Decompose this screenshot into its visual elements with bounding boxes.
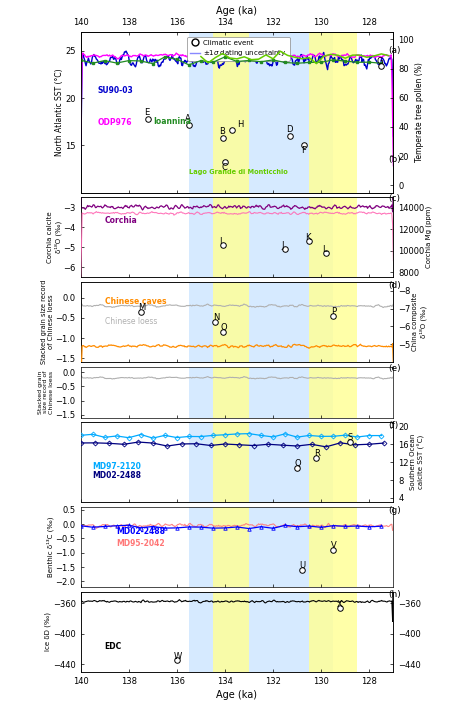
Text: MD02-2488: MD02-2488	[117, 527, 166, 536]
Text: MD02-2488: MD02-2488	[92, 471, 142, 480]
Text: L: L	[322, 245, 327, 254]
Bar	[309, 282, 357, 362]
Text: MD95-2042: MD95-2042	[117, 538, 165, 547]
Text: M: M	[138, 304, 146, 312]
Text: W: W	[173, 652, 182, 661]
Text: Q: Q	[295, 459, 301, 468]
Text: X: X	[337, 600, 343, 609]
Text: Chinese caves: Chinese caves	[105, 297, 166, 306]
Text: MD97-2120: MD97-2120	[92, 462, 141, 471]
Text: R: R	[314, 449, 320, 458]
Bar	[309, 422, 357, 503]
Y-axis label: Corchia calcite
δ¹⁸O (‰): Corchia calcite δ¹⁸O (‰)	[47, 211, 62, 263]
Text: J: J	[282, 241, 284, 250]
Bar	[309, 197, 357, 277]
Y-axis label: Stacked grain size record
of Chinese loess: Stacked grain size record of Chinese loe…	[41, 279, 54, 364]
Bar	[189, 282, 333, 362]
Text: O: O	[220, 324, 227, 333]
Text: (g): (g)	[389, 506, 401, 515]
Text: A: A	[185, 114, 191, 123]
Text: (c): (c)	[389, 194, 401, 203]
Y-axis label: Ice δD (‰): Ice δD (‰)	[45, 612, 51, 651]
Text: Lago Grande di Monticchio: Lago Grande di Monticchio	[189, 169, 288, 175]
Bar	[189, 422, 333, 503]
Text: ODP976: ODP976	[98, 117, 132, 127]
Text: Ioannina: Ioannina	[153, 117, 191, 126]
Y-axis label: Benthic δ¹³C (‰): Benthic δ¹³C (‰)	[47, 517, 54, 577]
Bar	[213, 422, 249, 503]
Text: N: N	[213, 314, 219, 322]
Bar	[189, 507, 333, 587]
Y-axis label: Temperate tree pollen (%): Temperate tree pollen (%)	[415, 63, 424, 162]
Bar	[213, 282, 249, 362]
Text: SU90-03: SU90-03	[98, 87, 133, 95]
Bar	[189, 367, 333, 417]
Text: I: I	[219, 237, 221, 246]
Text: H: H	[237, 120, 243, 129]
Text: (b): (b)	[389, 155, 401, 164]
Text: C: C	[221, 163, 227, 172]
X-axis label: Age (ka): Age (ka)	[217, 6, 257, 16]
Text: Corchia: Corchia	[105, 216, 137, 225]
Y-axis label: Southern Ocean
calcite SST (°C): Southern Ocean calcite SST (°C)	[410, 434, 425, 491]
Bar	[213, 507, 249, 587]
Bar	[189, 592, 333, 672]
Text: EDC: EDC	[105, 642, 122, 651]
Text: D: D	[286, 125, 293, 134]
Text: (h): (h)	[389, 590, 401, 599]
Y-axis label: China composite
δ¹⁸O (‰): China composite δ¹⁸O (‰)	[412, 293, 427, 351]
Text: (e): (e)	[389, 364, 401, 373]
Text: S: S	[348, 434, 353, 442]
Bar	[213, 592, 249, 672]
Bar	[309, 592, 357, 672]
Bar	[309, 32, 357, 193]
Bar	[189, 32, 333, 193]
Bar	[213, 367, 249, 417]
Text: Chinese loess: Chinese loess	[105, 317, 157, 326]
Text: (d): (d)	[389, 281, 401, 290]
Text: (f): (f)	[389, 422, 399, 430]
Bar	[309, 367, 357, 417]
Y-axis label: Corchia Mg (ppm): Corchia Mg (ppm)	[426, 206, 432, 268]
Text: G: G	[376, 57, 383, 66]
Bar	[309, 507, 357, 587]
Text: K: K	[306, 232, 311, 242]
Text: U: U	[300, 561, 306, 570]
Bar	[213, 32, 249, 193]
Text: (a): (a)	[389, 46, 401, 55]
Text: B: B	[219, 127, 225, 136]
Y-axis label: Stacked grain
size record of
Chinese loess: Stacked grain size record of Chinese loe…	[37, 370, 54, 414]
Text: V: V	[331, 541, 337, 550]
Text: E: E	[145, 108, 150, 117]
Bar	[213, 197, 249, 277]
Y-axis label: North Atlantic SST (°C): North Atlantic SST (°C)	[55, 68, 64, 156]
Text: F: F	[301, 146, 306, 155]
Bar	[189, 197, 333, 277]
Legend: Climatic event, $\pm$1$\sigma$ dating uncertainty: Climatic event, $\pm$1$\sigma$ dating un…	[187, 37, 290, 60]
X-axis label: Age (ka): Age (ka)	[217, 690, 257, 700]
Text: P: P	[331, 307, 336, 316]
